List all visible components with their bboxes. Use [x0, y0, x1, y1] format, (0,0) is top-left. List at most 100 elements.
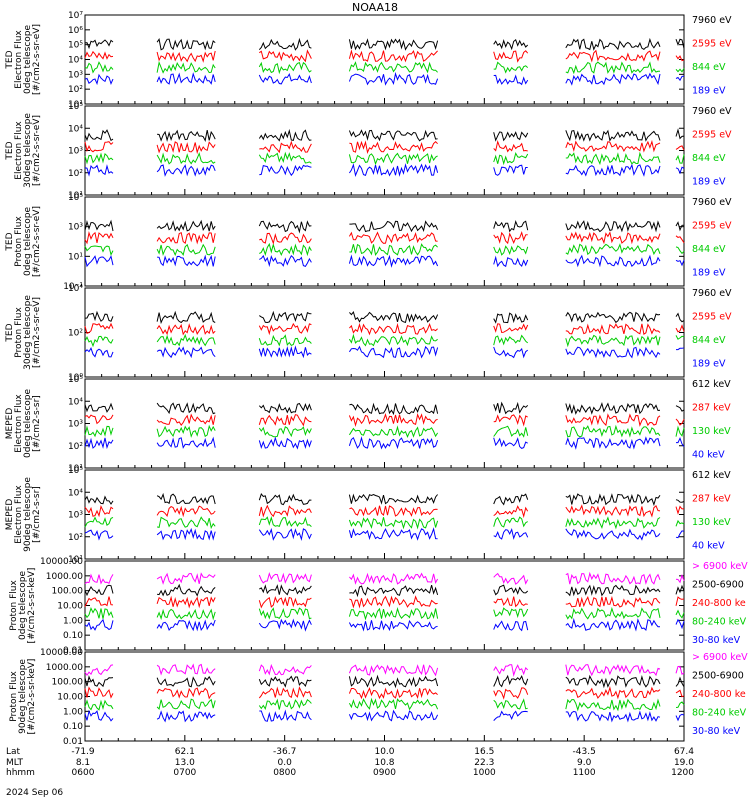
series-trace — [84, 139, 685, 155]
legend-entry: 189 eV — [692, 359, 726, 370]
series-trace — [84, 333, 685, 348]
series-trace — [84, 71, 685, 86]
time-tick-label: 0600 — [72, 768, 95, 778]
series-trace — [84, 504, 685, 519]
legend-entry: 844 eV — [692, 62, 726, 73]
y-tick-label: 10⁶ — [68, 26, 83, 36]
series-trace — [84, 254, 685, 268]
lat-tick-label: -36.7 — [273, 747, 296, 757]
y-axis-label-line: TED — [5, 50, 15, 69]
legend-entry: 844 eV — [692, 153, 726, 164]
legend-entry: 844 eV — [692, 335, 726, 346]
legend-entry: 30-80 keV — [692, 635, 741, 646]
mlt-tick-label: 19.0 — [674, 758, 694, 768]
time-tick-label: 0900 — [373, 768, 396, 778]
time-tick-label: 1000 — [473, 768, 496, 778]
series-trace — [84, 674, 685, 689]
y-tick-label: 0.10 — [63, 722, 83, 732]
series-trace — [84, 413, 685, 427]
mlt-tick-label: 0.0 — [278, 758, 293, 768]
y-tick-label: 100.00 — [52, 587, 84, 597]
y-tick-label: 10³ — [68, 70, 83, 80]
y-tick-label: 10⁴ — [68, 397, 83, 407]
y-axis-label-line: [#/cm2-s-sr-eV] — [32, 115, 42, 186]
series-trace — [84, 595, 685, 609]
y-axis-label-line: 0deg telescope — [23, 207, 33, 277]
y-tick-label: 1000.00 — [46, 572, 83, 582]
legend-entry: > 6900 keV — [692, 561, 748, 572]
series-trace — [84, 401, 685, 416]
series-trace — [84, 527, 685, 542]
panel-frame — [84, 287, 685, 378]
panel-5: 10¹ 10² 10³ 10⁴ 10⁵ MEPED Electron Flux 0deg te… — [5, 375, 731, 474]
figure-title: NOAA18 — [352, 1, 398, 14]
panel-4: 10⁰ 10² 10⁴ TED Proton Flux 30deg telescope [#… — [5, 284, 732, 383]
series-trace — [84, 492, 685, 507]
series-trace — [84, 436, 685, 450]
series-trace — [84, 230, 685, 245]
y-axis-label-line: 0deg telescope — [18, 571, 28, 641]
y-tick-label: 10⁴ — [68, 124, 83, 134]
y-axis-label-line: Electron Flux — [14, 485, 24, 544]
series-trace — [84, 322, 685, 336]
legend-entry: 2595 eV — [692, 221, 732, 232]
y-axis-label-line: TED — [5, 323, 15, 342]
mlt-tick-label: 13.0 — [175, 758, 195, 768]
y-axis-label-line: Proton Flux — [9, 580, 19, 631]
time-tick-label: 1100 — [573, 768, 596, 778]
legend-entry: 7960 eV — [692, 15, 732, 26]
panel-7: 0.01 0.10 1.00 10.00 100.00 1000.00 10000.00 Pr… — [9, 557, 748, 656]
y-axis-label-line: 30deg telescope — [23, 113, 33, 188]
y-axis-label-line: TED — [5, 232, 15, 251]
y-tick-label: 1.00 — [63, 707, 83, 717]
lat-tick-label: 16.5 — [474, 747, 494, 757]
y-axis-label-line: MEPED — [5, 499, 15, 531]
y-tick-label: 10³ — [68, 420, 83, 430]
y-tick-label: 10⁵ — [68, 102, 83, 112]
y-tick-label: 10² — [68, 329, 83, 339]
series-trace — [84, 60, 685, 75]
y-tick-label: 10⁵ — [68, 375, 83, 385]
panel-frame — [84, 378, 685, 469]
series-trace — [84, 219, 685, 234]
panel-6: 10¹ 10² 10³ 10⁴ 10⁵ MEPED Electron Flux 90deg t… — [5, 466, 731, 565]
mlt-tick-label: 9.0 — [577, 758, 592, 768]
y-axis-label-line: [#/cm2-s-sr-eV] — [32, 24, 42, 95]
y-axis-label-line: Electron Flux — [14, 121, 24, 180]
series-trace — [84, 583, 685, 598]
series-trace — [84, 515, 685, 530]
legend-entry: 612 keV — [692, 470, 731, 481]
time-tick-label: 1200 — [671, 768, 694, 778]
y-tick-label: 10¹ — [68, 252, 83, 262]
y-axis-label-line: 0deg telescope — [23, 25, 33, 95]
legend-entry: 240-800 ke — [692, 689, 746, 700]
y-tick-label: 1000.00 — [46, 663, 83, 673]
legend-entry: 130 keV — [692, 517, 731, 528]
y-tick-label: 10³ — [68, 511, 83, 521]
y-tick-label: 10000.00 — [40, 648, 83, 658]
y-axis-label-line: 90deg telescope — [23, 477, 33, 552]
lat-tick-label: -43.5 — [573, 747, 596, 757]
y-axis-label-line: [#/cm2-s-sr-eV] — [32, 206, 42, 277]
series-trace — [84, 345, 685, 359]
legend-entry: 2500-6900 — [692, 580, 744, 591]
y-axis-label-line: [#/cm2-s-sr-keV] — [27, 659, 37, 735]
y-axis-label-line: Proton Flux — [9, 671, 19, 722]
y-axis-label-line: 90deg telescope — [18, 659, 28, 734]
time-tick-label: 0700 — [173, 768, 196, 778]
y-tick-label: 1.00 — [63, 616, 83, 626]
legend-entry: 189 eV — [692, 177, 726, 188]
y-tick-label: 10⁻¹ — [63, 282, 83, 292]
legend-entry: 189 eV — [692, 268, 726, 279]
y-tick-label: 10² — [68, 85, 83, 95]
y-axis-label-line: Electron Flux — [14, 394, 24, 453]
y-tick-label: 0.01 — [63, 737, 83, 747]
legend-entry: 287 keV — [692, 494, 731, 505]
legend-entry: 80-240 keV — [692, 617, 747, 628]
y-tick-label: 10⁰ — [68, 373, 83, 383]
series-trace — [84, 697, 685, 712]
y-tick-label: 10.00 — [57, 602, 83, 612]
legend-entry: 7960 eV — [692, 106, 732, 117]
legend-entry: 40 keV — [692, 541, 725, 552]
